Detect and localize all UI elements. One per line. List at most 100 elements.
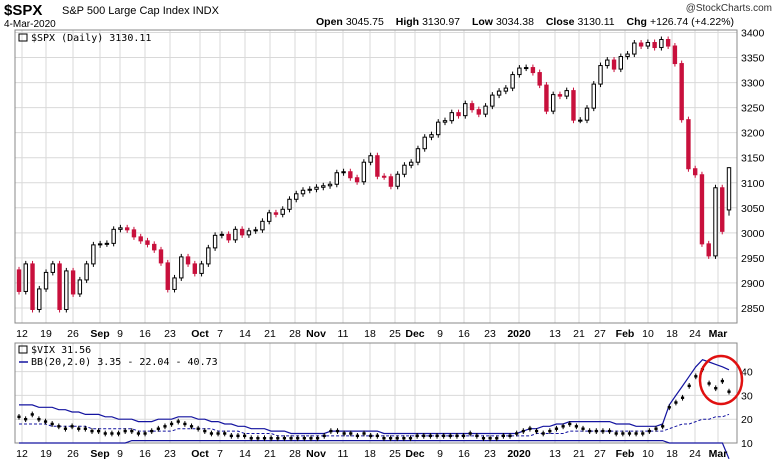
candle-body xyxy=(273,212,279,215)
candle-body xyxy=(436,121,441,136)
price-y-tick-label: 3100 xyxy=(741,178,765,190)
vix-point xyxy=(634,432,638,435)
candle-body xyxy=(692,168,698,176)
candle-body xyxy=(483,105,488,115)
price-frame-rect xyxy=(14,29,738,324)
vix-point xyxy=(508,434,512,438)
vix-point xyxy=(594,429,598,433)
price-x-tick-label: 21 xyxy=(264,328,276,340)
vix-point xyxy=(461,434,466,438)
vix-point xyxy=(183,422,187,426)
vix-point xyxy=(402,437,406,440)
price-y-axis: 2850 2900 2950 3000 3050 3100 3150 3200 3250 3300… xyxy=(741,28,765,315)
candle-body xyxy=(395,173,400,187)
high-value: 3130.97 xyxy=(422,16,461,28)
vix-x-tick-label: 11 xyxy=(338,448,349,460)
vix-x-tick-label: 16 xyxy=(139,448,151,460)
candle-body xyxy=(659,39,664,49)
vix-point xyxy=(561,425,565,428)
vix-point xyxy=(674,401,678,404)
vix-point xyxy=(481,437,486,440)
vix-point xyxy=(256,437,260,440)
chg-label: Chg xyxy=(626,16,647,28)
vix-point xyxy=(355,434,360,438)
price-y-tick-label: 2950 xyxy=(741,253,765,265)
candle-body xyxy=(138,236,143,242)
vix-y-axis: 10 20 30 40 xyxy=(741,367,753,450)
vix-point xyxy=(136,432,141,435)
vix-point xyxy=(574,425,578,428)
vix-x-tick-label: 21 xyxy=(573,448,585,460)
candle-body xyxy=(361,161,367,183)
vix-point xyxy=(714,387,718,390)
vix-point xyxy=(455,434,459,438)
candle-body xyxy=(172,277,177,290)
candle-body xyxy=(253,229,258,232)
vix-point xyxy=(209,432,214,435)
vix-point xyxy=(262,437,267,440)
vix-point xyxy=(647,429,651,433)
candle-body xyxy=(611,59,617,70)
vix-x-tick-label: 27 xyxy=(594,448,606,460)
vix-point xyxy=(282,437,287,440)
candle-body xyxy=(530,67,536,74)
bb-lower-line xyxy=(19,440,730,460)
vix-point xyxy=(607,429,612,433)
candle-body xyxy=(111,228,116,244)
candle-body xyxy=(408,161,414,166)
price-y-tick-label: 3200 xyxy=(741,128,765,140)
vix-point xyxy=(687,384,691,388)
candle-body xyxy=(449,112,454,122)
vix-point xyxy=(50,422,54,426)
candle-body xyxy=(246,230,252,236)
candle-body xyxy=(354,177,360,183)
price-y-tick-label: 3050 xyxy=(741,203,765,215)
candle-body xyxy=(64,270,69,310)
candle-body xyxy=(388,176,394,187)
candle-body xyxy=(152,243,157,251)
vix-point xyxy=(641,432,645,435)
ohlc-readout: Open 3045.75 High 3130.97 Low 3034.38 Close… xyxy=(316,16,743,28)
price-x-tick-label: 28 xyxy=(289,328,301,340)
vix-point xyxy=(196,427,200,430)
vix-point xyxy=(661,425,665,428)
vix-point xyxy=(289,437,293,440)
candle-body xyxy=(124,227,130,231)
vix-point xyxy=(375,434,379,438)
vix-x-tick-label: 21 xyxy=(264,448,276,460)
candle-body xyxy=(415,148,421,163)
vix-point xyxy=(276,437,280,440)
vix-point xyxy=(694,375,698,378)
symbol-title: $SPX xyxy=(4,2,43,19)
candle-body xyxy=(720,187,725,232)
candle-body xyxy=(402,164,407,175)
vix-point xyxy=(249,437,253,440)
price-x-tick-label: Dec xyxy=(405,328,424,340)
vix-point xyxy=(727,390,731,393)
high-label: High xyxy=(395,16,420,28)
price-x-tick-label: 2020 xyxy=(507,328,531,340)
vix-point xyxy=(57,425,61,428)
vix-y-tick-label: 20 xyxy=(741,414,753,426)
bb-upper-line xyxy=(19,359,730,435)
candle-body xyxy=(97,243,103,246)
price-y-tick-label: 3250 xyxy=(741,103,765,115)
vix-point xyxy=(495,437,499,440)
candle-body xyxy=(706,243,711,257)
candle-body xyxy=(672,45,678,65)
price-x-tick-label: 16 xyxy=(139,328,151,340)
vix-y-tick-label: 10 xyxy=(741,438,753,450)
price-x-tick-label: 21 xyxy=(573,328,585,340)
price-x-tick-label: Sep xyxy=(90,328,109,340)
candle-body xyxy=(517,67,522,76)
candle-body xyxy=(726,167,732,211)
price-x-tick-label: 18 xyxy=(364,328,376,340)
candle-body xyxy=(77,279,83,295)
candle-body xyxy=(294,193,299,200)
price-x-tick-label: 14 xyxy=(239,328,251,340)
vix-point xyxy=(415,434,419,438)
vix-point xyxy=(203,429,207,433)
candle-body xyxy=(598,65,603,85)
vix-point xyxy=(581,427,585,430)
vix-point xyxy=(17,415,21,419)
